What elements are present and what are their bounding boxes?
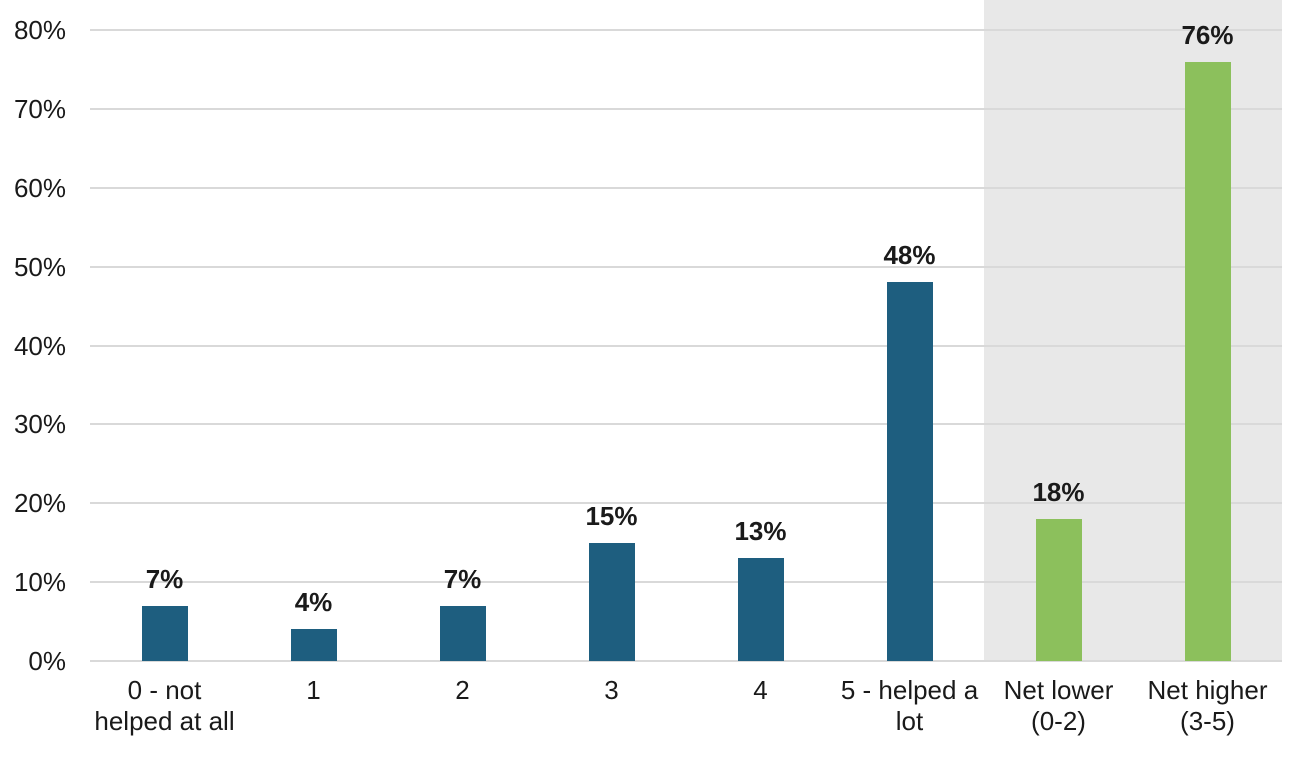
- gridline: [90, 344, 1282, 347]
- gridline: [90, 502, 1282, 505]
- y-tick-label: 0%: [28, 646, 66, 676]
- y-tick-label: 20%: [13, 488, 66, 519]
- bar: [1035, 519, 1082, 661]
- gridline: [90, 29, 1282, 31]
- y-tick-label: 40%: [13, 330, 66, 361]
- gridline: [90, 581, 1282, 584]
- value-label: 15%: [585, 500, 638, 531]
- y-tick-label: 60%: [13, 172, 66, 203]
- x-tick-label: Net lower (0-2): [1003, 675, 1114, 736]
- gridline: [90, 186, 1282, 189]
- value-label: 4%: [294, 587, 333, 618]
- bar: [439, 605, 486, 661]
- x-tick-label: Net higher (3-5): [1147, 675, 1268, 736]
- bar: [588, 542, 635, 661]
- gridline: [90, 265, 1282, 268]
- highlight-band: [984, 0, 1282, 661]
- x-tick-label: 4: [753, 675, 768, 705]
- value-label: 7%: [145, 563, 184, 594]
- value-label: 13%: [734, 516, 787, 547]
- x-tick-label: 5 - helped a lot: [840, 675, 979, 736]
- value-label: 7%: [443, 563, 482, 594]
- gridline: [90, 107, 1282, 110]
- y-tick-label: 50%: [13, 251, 66, 282]
- value-label: 76%: [1181, 19, 1234, 50]
- value-label: 48%: [883, 240, 936, 271]
- x-tick-label: 3: [604, 675, 619, 705]
- y-tick-label: 10%: [13, 567, 66, 598]
- bar: [290, 629, 337, 661]
- bar: [886, 282, 933, 661]
- gridline: [90, 660, 1282, 662]
- bar: [1184, 61, 1231, 661]
- y-tick-label: 80%: [13, 15, 66, 45]
- x-tick-label: 0 - not helped at all: [94, 675, 235, 736]
- value-label: 18%: [1032, 477, 1085, 508]
- plot-area: 0% 10% 20% 30% 40% 50% 60% 70% 80% 7% 4% 7% 15% 13% 48…: [13, 0, 1282, 676]
- y-tick-label: 30%: [13, 409, 66, 440]
- bar: [141, 605, 188, 661]
- x-tick-label: 2: [455, 675, 470, 705]
- y-tick-label: 70%: [13, 93, 66, 124]
- x-tick-label: 1: [306, 675, 321, 705]
- gridline: [90, 423, 1282, 426]
- bar: [737, 558, 784, 661]
